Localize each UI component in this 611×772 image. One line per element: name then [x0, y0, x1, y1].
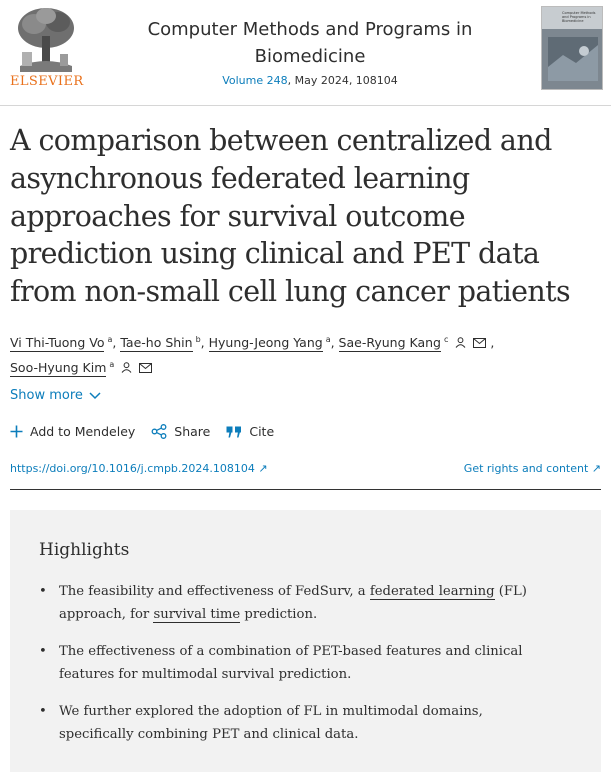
- author-name[interactable]: Soo-Hyung Kim: [10, 360, 107, 378]
- federated-learning-link[interactable]: federated learning: [369, 584, 495, 600]
- highlight-text: The effectiveness of a combination of PE…: [59, 644, 523, 682]
- highlight-text: We further explored the adoption of FL i…: [59, 704, 483, 742]
- share-label: Share: [174, 424, 211, 439]
- journal-header: ELSEVIER Computer Methods and Programs i…: [0, 0, 611, 106]
- volume-link[interactable]: Volume 248: [222, 74, 288, 87]
- cite-label: Cite: [249, 424, 275, 439]
- journal-title[interactable]: Computer Methods and Programs in Biomedi…: [147, 19, 473, 67]
- share-button[interactable]: Share: [151, 424, 210, 439]
- author-item: Sae-Ryung Kang c: [338, 335, 491, 353]
- highlight-item: • We further explored the adoption of FL…: [39, 700, 559, 746]
- issue-date: , May 2024, 108104: [287, 74, 398, 87]
- cover-image: [548, 37, 598, 81]
- share-icon: [151, 424, 167, 439]
- quote-icon: [226, 426, 242, 437]
- elsevier-logo[interactable]: ELSEVIER: [10, 6, 84, 90]
- bullet: •: [39, 584, 47, 599]
- person-icon: [121, 362, 132, 374]
- mendeley-label: Add to Mendeley: [30, 424, 136, 439]
- bullet: •: [39, 644, 47, 659]
- highlight-item: • The effectiveness of a combination of …: [39, 640, 559, 686]
- affiliation-sup: a: [107, 335, 113, 344]
- author-name[interactable]: Tae-ho Shin: [120, 335, 193, 353]
- highlights-box: Highlights • The feasibility and effecti…: [10, 510, 601, 772]
- person-icon: [456, 337, 466, 348]
- elsevier-tree-icon: [14, 6, 78, 72]
- highlight-text: (FL) approach, for: [59, 584, 527, 622]
- email-icon[interactable]: [473, 338, 487, 349]
- highlights-list: • The feasibility and effectiveness of F…: [39, 580, 559, 760]
- show-more-label: Show more: [10, 388, 83, 403]
- cover-banner: [542, 7, 602, 29]
- bullet: •: [39, 704, 47, 719]
- highlight-text: The feasibility and effectiveness of Fed…: [59, 584, 370, 599]
- cover-mini-title: Computer Methods and Programs in Biomedi…: [562, 11, 596, 23]
- author-name[interactable]: Vi Thi-Tuong Vo: [10, 335, 105, 353]
- journal-meta: Volume 248, May 2024, 108104: [120, 74, 500, 87]
- email-icon[interactable]: [139, 363, 153, 374]
- elsevier-wordmark: ELSEVIER: [10, 74, 84, 89]
- affiliation-sup: c: [444, 335, 449, 344]
- add-to-mendeley-button[interactable]: Add to Mendeley: [10, 424, 135, 439]
- affiliation-sup: a: [325, 335, 331, 344]
- journal-info: Computer Methods and Programs in Biomedi…: [120, 16, 500, 87]
- highlight-text: prediction.: [240, 607, 318, 622]
- highlight-item: • The feasibility and effectiveness of F…: [39, 580, 559, 626]
- highlights-heading: Highlights: [39, 540, 130, 560]
- plus-icon: [10, 425, 23, 438]
- author-item: Soo-Hyung Kim a: [10, 360, 153, 378]
- survival-time-link[interactable]: survival time: [153, 607, 241, 623]
- author-list: Vi Thi-Tuong Vo a, Tae-ho Shin b, Hyung-Je…: [10, 335, 495, 378]
- author-item: Tae-ho Shin b: [120, 335, 201, 353]
- author-name[interactable]: Sae-Ryung Kang: [338, 335, 441, 353]
- author-item: Vi Thi-Tuong Vo a: [10, 335, 113, 353]
- chevron-down-icon: [89, 391, 101, 399]
- author-item: Hyung-Jeong Yang a: [208, 335, 331, 353]
- article-toolbar: Add to Mendeley Share Cite: [10, 424, 274, 439]
- journal-cover-thumbnail[interactable]: Computer Methods and Programs in Biomedi…: [541, 6, 603, 90]
- affiliation-sup: b: [195, 335, 201, 344]
- show-more-button[interactable]: Show more: [10, 388, 101, 403]
- doi-link[interactable]: https://doi.org/10.1016/j.cmpb.2024.1081…: [10, 462, 268, 475]
- affiliation-sup: a: [109, 360, 115, 370]
- rights-link[interactable]: Get rights and content ↗: [463, 462, 601, 475]
- doi-row: https://doi.org/10.1016/j.cmpb.2024.1081…: [10, 458, 601, 490]
- article-title: A comparison between centralized and asy…: [10, 124, 571, 309]
- cite-button[interactable]: Cite: [226, 424, 274, 439]
- author-name[interactable]: Hyung-Jeong Yang: [208, 335, 323, 353]
